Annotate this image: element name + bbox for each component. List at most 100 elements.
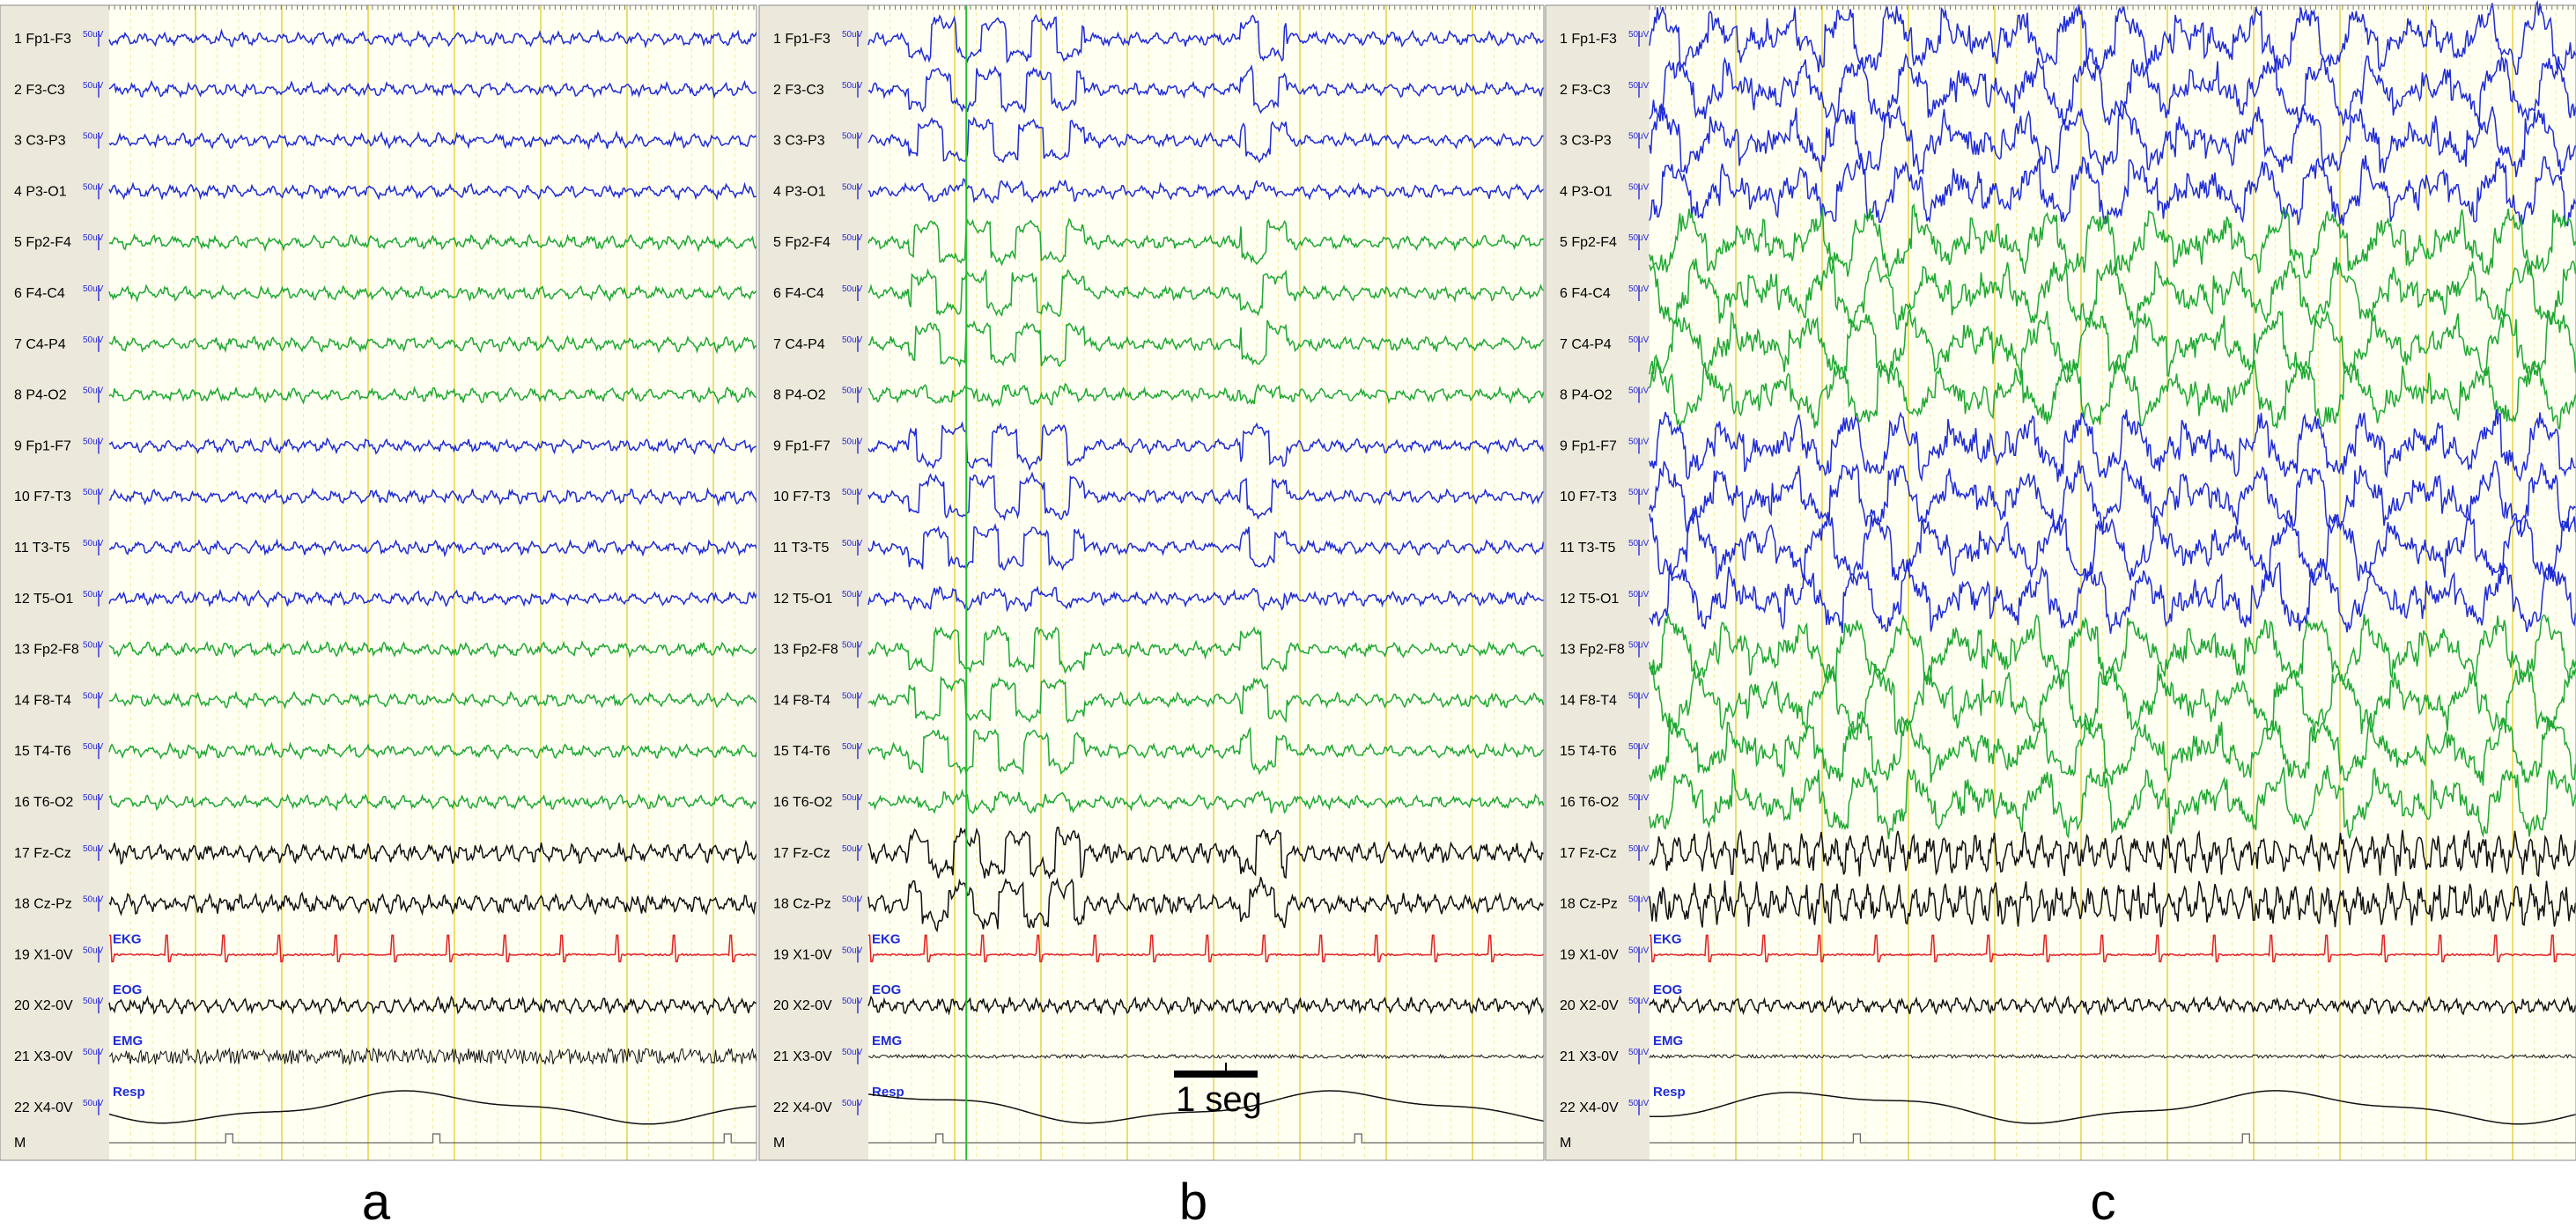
channel-unit: 50uV	[842, 946, 863, 955]
channel-number: 16	[14, 795, 33, 810]
channel-name: Cz-Pz	[793, 897, 831, 912]
channel-label: 7 C4-P4	[1560, 337, 1612, 352]
channel-number: 11	[773, 541, 792, 556]
trace-fp2-f4	[1649, 202, 2576, 279]
channel-label-column	[1546, 5, 1650, 1160]
trace-fp2-f8	[867, 624, 1545, 674]
trace-t3-t5	[867, 522, 1545, 571]
trace-c4-p4	[867, 320, 1545, 368]
trace-fp1-f3	[867, 13, 1545, 64]
channel-label: 5 Fp2-F4	[14, 235, 71, 250]
panel-a: 1 Fp1-F3 50uV 2 F3-C3 50uV 3 C3-P3 50uV 4 P3-O…	[0, 4, 757, 1161]
channel-unit: 50uV	[842, 641, 863, 651]
channel-label: 4 P3-O1	[773, 184, 826, 199]
channel-label: 20 X2-0V	[14, 998, 73, 1013]
channel-label: 13 Fp2-F8	[1560, 643, 1625, 658]
channel-number: 6	[773, 286, 785, 301]
channel-label: 7 C4-P4	[14, 337, 66, 352]
channel-unit: 50uV	[842, 233, 863, 243]
channel-label: 10 F7-T3	[773, 489, 830, 504]
channel-name: T6-O2	[793, 795, 832, 810]
channel-label: 11 T3-T5	[773, 541, 830, 556]
channel-label: 16 T6-O2	[773, 795, 832, 810]
channel-unit: 50uV	[83, 997, 104, 1006]
channel-number: 18	[1560, 897, 1579, 912]
channel-unit: 50uV	[83, 182, 104, 192]
trace-x2-0v	[1649, 995, 2576, 1017]
channel-label: 22 X4-0V	[773, 1100, 832, 1115]
trace-fp2-f8	[1649, 613, 2576, 686]
aux-label-emg: EMG	[872, 1034, 902, 1049]
trace-fp1-f7	[1649, 409, 2576, 482]
channel-name: F4-C4	[1571, 286, 1611, 301]
channel-number: 4	[1560, 184, 1571, 199]
channel-name: X1-0V	[33, 947, 73, 962]
channel-name: Fp1-F3	[1571, 32, 1617, 47]
channel-number: 10	[1560, 489, 1579, 504]
marker-row-label: M	[14, 1136, 26, 1151]
channel-name: Fp1-F7	[785, 438, 830, 453]
channel-unit: 50uV	[83, 284, 104, 294]
channel-name: F3-C3	[785, 83, 824, 98]
channel-name: T5-O1	[793, 592, 832, 607]
channel-number: 11	[1560, 541, 1578, 556]
channel-label: 2 F3-C3	[14, 83, 65, 98]
channel-label: 16 T6-O2	[14, 795, 73, 810]
channel-label: 14 F8-T4	[773, 693, 830, 708]
channel-label: 15 T4-T6	[773, 744, 830, 759]
channel-label: 17 Fz-Cz	[773, 846, 830, 861]
trace-x1-0v	[109, 934, 757, 963]
channel-label: 1 Fp1-F3	[1560, 32, 1617, 47]
channel-unit: 50uV	[83, 844, 104, 854]
channel-name: F3-C3	[26, 83, 65, 98]
channel-name: Fp1-F7	[26, 438, 71, 453]
channel-name: F7-T3	[1579, 489, 1617, 504]
channel-unit: 50uV	[83, 386, 104, 396]
channel-name: C3-P3	[785, 134, 824, 149]
trace-c3-p3	[1649, 103, 2576, 178]
trace-t5-o1	[867, 585, 1544, 613]
channel-number: 21	[773, 1049, 793, 1064]
channel-number: 19	[14, 947, 33, 962]
trace-fp1-f7	[108, 436, 757, 456]
channel-label: 9 Fp1-F7	[14, 438, 71, 453]
channel-label: 3 C3-P3	[1560, 134, 1612, 149]
trace-f3-c3	[108, 79, 757, 99]
channel-name: F4-C4	[785, 286, 824, 301]
channel-number: 1	[1560, 32, 1571, 47]
trace-p3-o1	[1649, 155, 2576, 227]
channel-number: 4	[773, 184, 785, 199]
channel-number: 10	[14, 489, 33, 504]
channel-label: 4 P3-O1	[1560, 184, 1613, 199]
channel-number: 15	[14, 744, 33, 759]
trace-x2-0v	[867, 995, 1545, 1017]
channel-unit: 50uV	[842, 386, 863, 396]
channel-name: T3-T5	[792, 541, 830, 556]
trace-t5-o1	[108, 588, 757, 609]
channel-label: 21 X3-0V	[773, 1049, 832, 1064]
channel-label: 12 T5-O1	[14, 592, 73, 607]
trace-fp1-f7	[867, 421, 1545, 472]
trace-f7-t3	[867, 471, 1545, 521]
channel-number: 2	[773, 83, 785, 98]
channel-label: 9 Fp1-F7	[773, 438, 830, 453]
channel-number: 6	[1560, 286, 1571, 301]
trace-p3-o1	[867, 178, 1544, 204]
channel-number: 12	[1560, 592, 1579, 607]
trace-fp1-f3	[1649, 0, 2576, 76]
channel-name: Fz-Cz	[1579, 846, 1617, 861]
channel-number: 9	[1560, 438, 1571, 453]
channel-name: Fp1-F7	[1571, 438, 1617, 453]
trace-f7-t3	[108, 487, 757, 507]
channel-label: 18 Cz-Pz	[773, 897, 831, 912]
trace-t3-t5	[108, 538, 757, 558]
channel-name: C3-P3	[26, 134, 65, 149]
channel-unit: 50uV	[83, 539, 104, 548]
channel-name: F8-T4	[33, 693, 71, 708]
trace-cz-pz	[1649, 880, 2576, 928]
channel-name: P4-O2	[26, 388, 66, 403]
channel-label: 1 Fp1-F3	[773, 32, 830, 47]
channel-unit: 50uV	[83, 742, 104, 752]
channel-name: T6-O2	[1579, 795, 1619, 810]
aux-label-ekg: EKG	[1653, 931, 1682, 946]
